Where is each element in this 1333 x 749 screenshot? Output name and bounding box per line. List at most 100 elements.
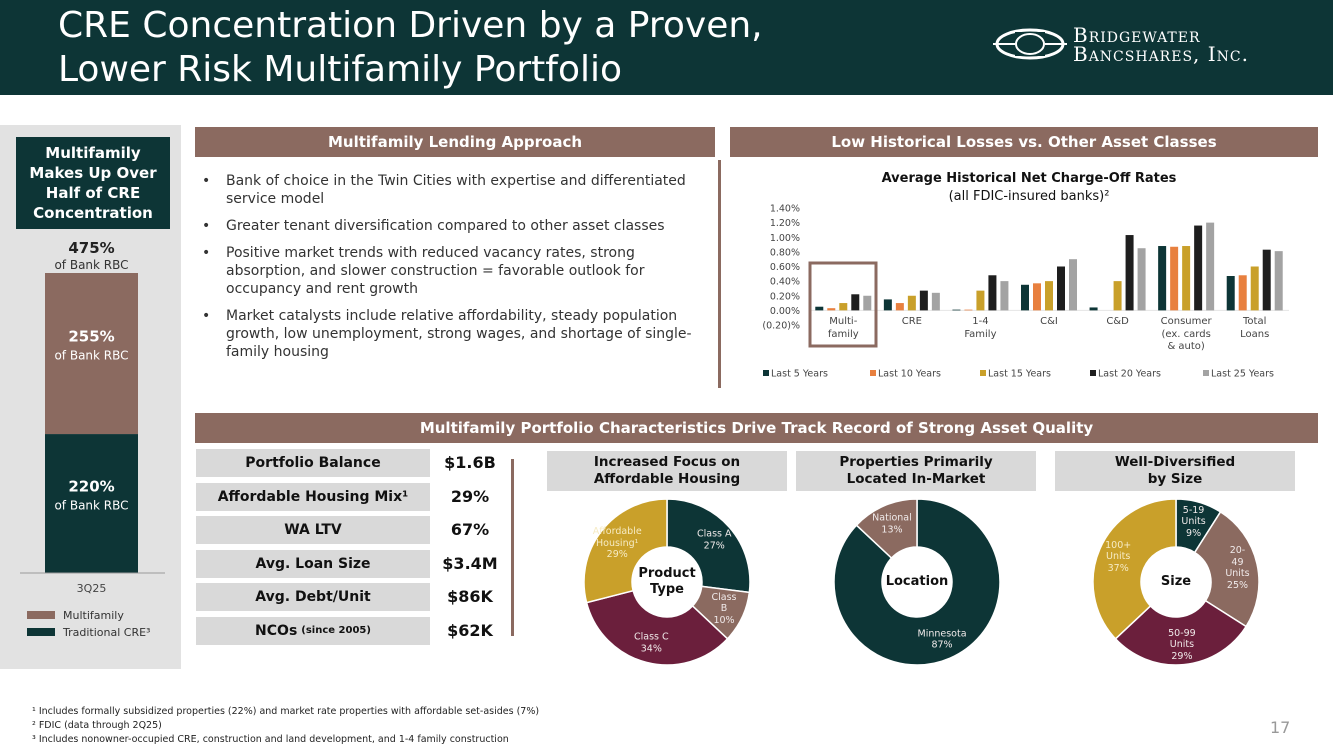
bar (1262, 249, 1271, 311)
bar (851, 294, 860, 311)
bar (988, 275, 997, 311)
segment-sublabel: of Bank RBC (54, 349, 128, 363)
pie-label-name: Minnesota (917, 628, 967, 640)
x-tick-label: Total Loans (1240, 316, 1270, 340)
y-tick-label: 1.00% (770, 233, 800, 244)
y-tick-label: 0.40% (770, 277, 800, 288)
pie-center-label: Location (885, 574, 949, 589)
legend-label: Last 5 Years (771, 369, 828, 380)
bar (1033, 283, 1041, 311)
label-note: (since 2005) (301, 625, 371, 636)
table-label: Avg. Debt/Unit (196, 583, 430, 611)
highlight-box (808, 261, 878, 348)
bar (964, 309, 973, 311)
y-tick-label: 0.60% (770, 262, 800, 273)
pie-label: Affordable Housing¹ 29% (593, 526, 642, 561)
page-number: 17 (1270, 718, 1291, 737)
y-tick-label: 1.20% (770, 218, 800, 229)
pie-label: 5-19 Units 9% (1181, 504, 1205, 539)
section-header: Multifamily Portfolio Characteristics Dr… (195, 413, 1318, 443)
bar (1206, 222, 1215, 311)
x-tick-label: 1-4 Family (964, 316, 997, 340)
legend-label: Last 20 Years (1098, 369, 1161, 380)
pie-label: 20-49 Units 25% (1225, 545, 1249, 591)
bar (907, 295, 916, 311)
pie-center-label: Size (1160, 574, 1192, 589)
pie-label: 100+ Units 37% (1105, 540, 1131, 575)
pie-label: Class A 27% (697, 529, 732, 552)
segment-sublabel: of Bank RBC (54, 499, 128, 513)
legend-label: Last 15 Years (988, 369, 1051, 380)
pie-title: Properties Primarily Located In-Market (796, 451, 1036, 491)
bar (1137, 248, 1146, 311)
pie-label-value: 87% (931, 639, 953, 651)
x-tick-label: Multi- family (827, 316, 859, 340)
label-text: Affordable Housing Mix¹ (217, 488, 409, 505)
bar-segment (45, 434, 138, 573)
table-value: 67% (450, 520, 490, 539)
pie-chart: Minnesota 87% National 13% Location (832, 497, 1002, 667)
bar (1274, 251, 1283, 311)
chart-svg (583, 498, 751, 666)
pie-label-name: National (872, 512, 912, 524)
pie-label-name: Class B (711, 591, 737, 615)
footnotes: ¹ Includes formally subsidized propertie… (32, 705, 539, 747)
pie-chart: Class A 27% Class B 10% Class C 34% Affordable… (582, 497, 752, 667)
footnote: ³ Includes nonowner-occupied CRE, constr… (32, 734, 509, 745)
table-label: Portfolio Balance (196, 449, 430, 477)
bar (1000, 281, 1009, 311)
table-value: $86K (447, 587, 493, 606)
y-tick-label: (0.20)% (762, 321, 800, 332)
x-tick-label: C&D (1106, 316, 1129, 328)
pie-slice (1092, 498, 1177, 640)
pie-title: Increased Focus on Affordable Housing (547, 451, 787, 491)
label-text: Avg. Loan Size (255, 555, 371, 572)
section-header: Multifamily Lending Approach (195, 127, 715, 157)
pie-label-value: 27% (703, 540, 725, 552)
bar (1158, 246, 1167, 311)
x-tick-label: C&I (1040, 316, 1058, 328)
pie-label-value: 34% (640, 643, 662, 655)
footnote: ¹ Includes formally subsidized propertie… (32, 706, 540, 717)
total-sublabel: of Bank RBC (54, 258, 128, 272)
total-label: 475% (68, 239, 114, 257)
legend-label: Traditional CRE³ (62, 626, 150, 639)
y-tick-label: 0.00% (770, 306, 800, 317)
section-header: Low Historical Losses vs. Other Asset Cl… (730, 127, 1318, 157)
pie-label-value: 9% (1186, 527, 1202, 539)
bullet: Positive market trends with reduced vaca… (196, 244, 706, 298)
x-tick-label: CRE (901, 316, 922, 328)
bar (1069, 259, 1077, 311)
pie-label-name: 5-19 Units (1181, 504, 1206, 527)
legend-swatch (27, 611, 55, 619)
pie-label: Class B 10% (710, 592, 738, 627)
pie-center-label: Product Type (638, 566, 696, 597)
bar (815, 306, 824, 311)
pie-label-value: 25% (1226, 579, 1249, 591)
bar (919, 290, 928, 311)
table-value: $1.6B (444, 453, 496, 472)
bar (883, 299, 892, 311)
legend-swatch (1203, 370, 1209, 376)
bar (1194, 225, 1203, 311)
table-label: WA LTV (196, 516, 430, 544)
pie-label-name: Class A (696, 528, 732, 540)
x-tick-label: Consumer (ex. cards & auto) (1160, 316, 1212, 353)
pie-label-value: 13% (881, 524, 903, 536)
bar (976, 290, 985, 311)
slide-title: CRE Concentration Driven by a Proven, Lo… (58, 5, 763, 90)
pie-chart: 5-19 Units 9% 20-49 Units 25% 50-99 Units 29%… (1091, 497, 1261, 667)
legend-label: Last 25 Years (1211, 369, 1274, 380)
legend-swatch (1090, 370, 1096, 376)
pie-label: Class C 34% (634, 632, 669, 655)
pie-slice (583, 498, 668, 604)
table-label: Affordable Housing Mix¹ (196, 482, 430, 511)
pie-slice (1114, 599, 1248, 666)
y-tick-label: 0.20% (770, 291, 800, 302)
chart-title: Average Historical Net Charge-Off Rates (882, 171, 1177, 186)
x-tick-label: 3Q25 (77, 582, 107, 595)
table-label: NCOs (since 2005) (196, 616, 430, 645)
pie-slice (833, 498, 1001, 666)
